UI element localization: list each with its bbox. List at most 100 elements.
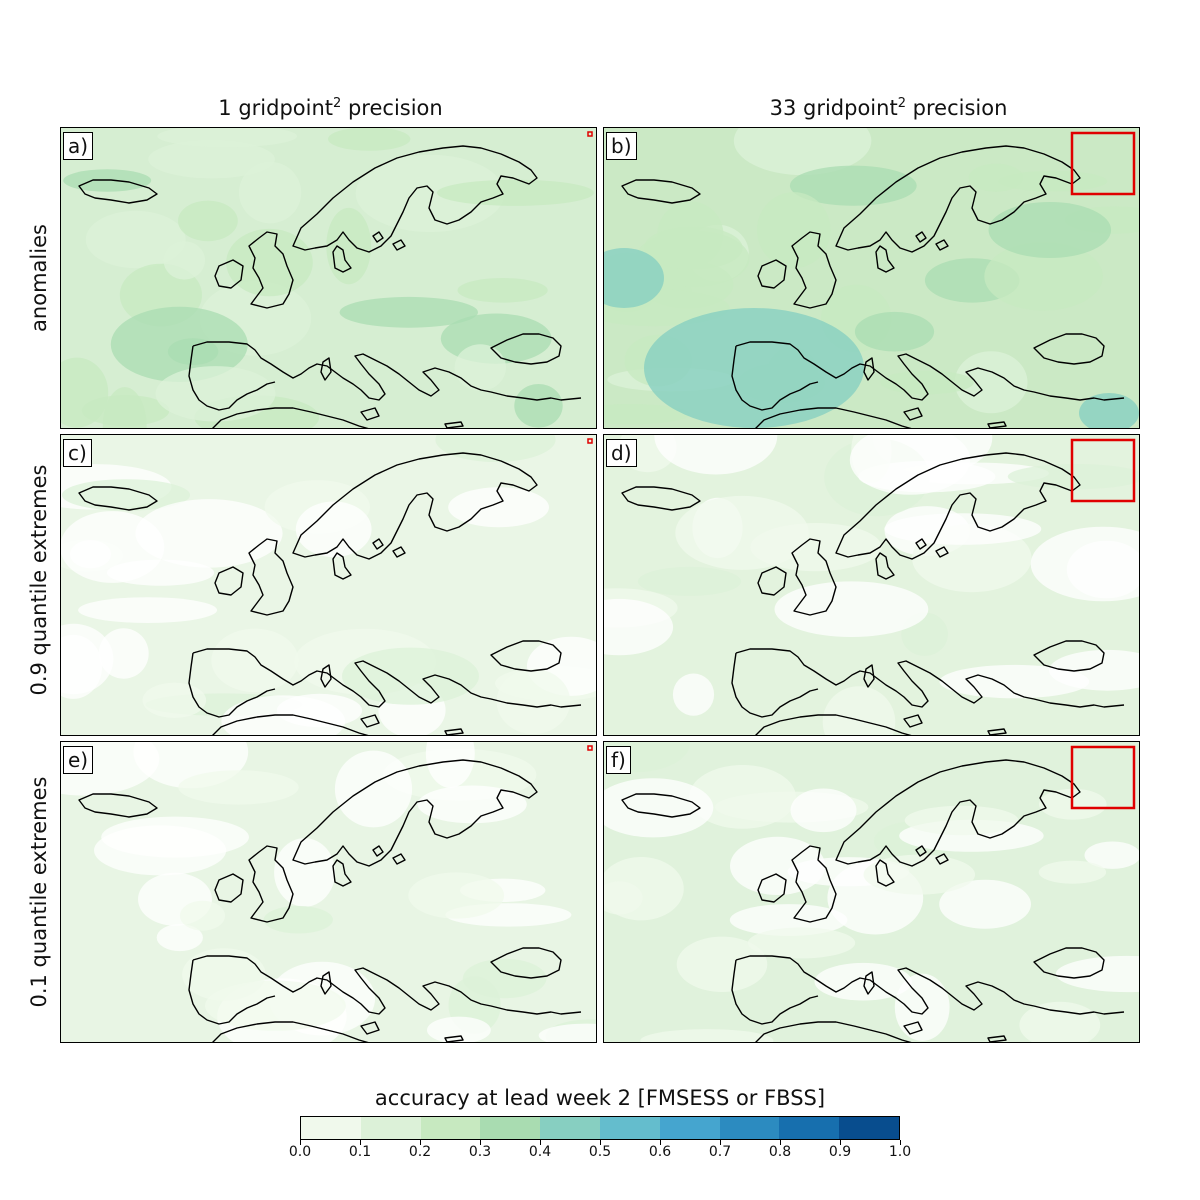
coastline: [621, 179, 701, 204]
skill-shading: [998, 170, 1108, 192]
coastline: [735, 955, 1125, 1015]
skill-shading: [894, 973, 950, 1041]
skill-shading: [880, 370, 974, 395]
coastline: [915, 231, 927, 243]
skill-shading: [604, 881, 643, 915]
coastline: [214, 259, 244, 289]
colorbar-tick: [540, 1140, 541, 1145]
coastline: [444, 728, 464, 735]
skill-shading: [425, 742, 475, 788]
colorbar-tick-label: 0.5: [588, 1144, 612, 1160]
map-panel-e: e): [60, 741, 597, 1043]
coastline: [212, 1021, 369, 1042]
colorbar-tick-label: 0.8: [768, 1144, 792, 1160]
map-canvas: [604, 742, 1139, 1042]
skill-shading: [135, 499, 283, 568]
skill-shading: [436, 179, 594, 206]
skill-shading: [457, 278, 548, 303]
panel-label: e): [63, 746, 94, 774]
row-title-anomalies: anomalies: [27, 224, 51, 332]
panel-label: a): [63, 132, 94, 160]
skill-shading: [675, 495, 809, 570]
colorbar-segment: [779, 1117, 840, 1139]
skill-shading: [61, 511, 165, 583]
skill-shading: [984, 242, 1103, 311]
skill-shading: [85, 210, 186, 269]
colorbar-segment: [301, 1117, 361, 1139]
coastline: [332, 245, 352, 273]
coastline: [188, 959, 276, 1025]
neighborhood-box: [587, 131, 593, 137]
coastline: [444, 1035, 464, 1042]
skill-shading: [854, 311, 935, 352]
skill-shading: [988, 202, 1112, 258]
skill-shading: [604, 404, 691, 425]
skill-shading: [408, 872, 505, 919]
column-title-1-text: 1 gridpoint: [218, 96, 334, 120]
colorbar-tick: [720, 1140, 721, 1145]
skill-shading: [226, 228, 313, 297]
colorbar-tick: [660, 1140, 661, 1145]
skill-shading: [334, 750, 413, 828]
map-canvas: [604, 435, 1139, 735]
skill-shading: [733, 128, 872, 176]
coastline: [903, 407, 923, 421]
skill-shading: [263, 905, 333, 934]
neighborhood-box: [1070, 438, 1136, 503]
neighborhood-box: [1070, 745, 1136, 810]
coastline: [835, 452, 1081, 560]
coastline: [835, 145, 1081, 253]
coastline: [757, 259, 787, 289]
colorbar-segment: [540, 1117, 600, 1139]
colorbar-tick-label: 0.2: [408, 1144, 432, 1160]
colorbar-segment: [719, 1117, 780, 1139]
skill-shading: [148, 140, 275, 179]
skill-shading: [155, 366, 276, 422]
coastline: [248, 845, 294, 923]
map-canvas: [61, 128, 596, 428]
column-title-1-sup: 2: [333, 96, 342, 111]
column-title-1-suffix: precision: [341, 96, 443, 120]
coastline: [863, 357, 875, 381]
colorbar-tick: [480, 1140, 481, 1145]
panel-label: c): [63, 439, 92, 467]
coastline: [987, 1035, 1007, 1042]
coastline: [292, 145, 538, 253]
colorbar-tick-label: 0.7: [708, 1144, 732, 1160]
coastline: [188, 345, 276, 411]
coastline: [248, 231, 294, 309]
skill-shading: [637, 566, 742, 596]
colorbar-segment: [360, 1117, 421, 1139]
skill-shading: [427, 1016, 491, 1042]
skill-shading: [101, 816, 249, 858]
skill-shading: [179, 900, 226, 931]
skill-shading: [822, 686, 896, 735]
colorbar-segment: [839, 1117, 899, 1139]
column-title-2-suffix: precision: [905, 96, 1008, 120]
coastline: [490, 640, 562, 672]
skill-shading: [274, 838, 336, 907]
colorbar-tick: [300, 1140, 301, 1145]
coastline: [392, 546, 406, 558]
skill-shading: [156, 924, 203, 952]
skill-shading: [342, 647, 479, 705]
coastline: [731, 959, 819, 1025]
neighborhood-box: [587, 745, 593, 751]
coastline: [192, 648, 582, 708]
coastline: [360, 407, 380, 421]
skill-shading: [167, 338, 219, 365]
coastline: [372, 538, 384, 550]
skill-shading: [435, 435, 556, 462]
skill-shading-high: [644, 308, 864, 428]
coastline: [1033, 640, 1105, 672]
panel-label: d): [606, 439, 637, 467]
colorbar-tick-label: 0.6: [648, 1144, 672, 1160]
skill-shading: [604, 778, 714, 838]
skill-shading: [178, 200, 238, 242]
map-panel-d: d): [603, 434, 1140, 736]
colorbar-tick-label: 0.1: [348, 1144, 372, 1160]
coastline: [755, 714, 912, 735]
coastline: [731, 652, 819, 718]
skill-shading: [774, 581, 929, 637]
coastline: [332, 859, 352, 887]
